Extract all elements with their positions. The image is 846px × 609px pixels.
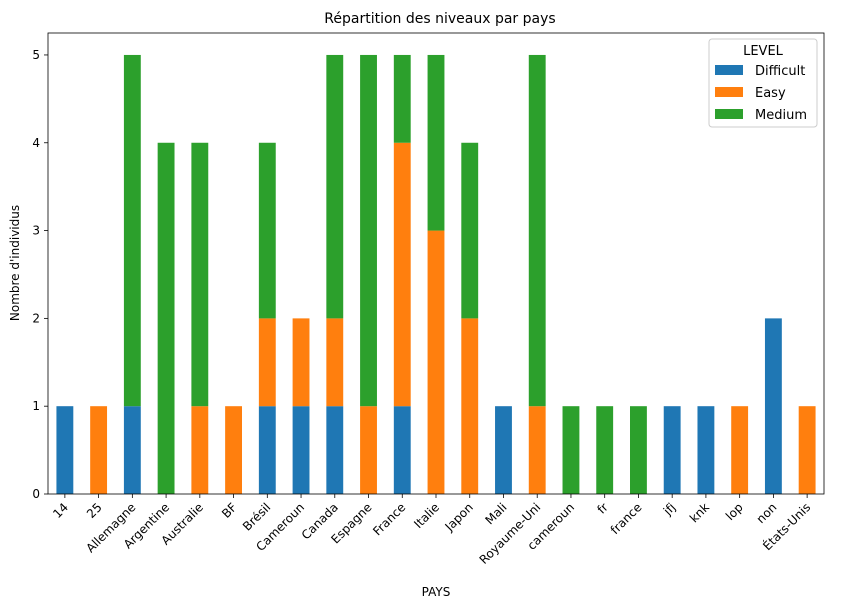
- bar-medium: [123, 54, 141, 407]
- x-tick-label: Mali: [482, 500, 509, 527]
- x-tick-label: France: [370, 500, 408, 538]
- y-tick-label: 4: [32, 136, 40, 150]
- x-tick-label: lop: [723, 500, 746, 523]
- x-tick-label: france: [608, 500, 645, 537]
- x-tick-label: BF: [219, 500, 240, 521]
- bar-easy: [225, 406, 242, 494]
- legend-label: Medium: [755, 108, 807, 123]
- bar-difficult: [495, 406, 512, 494]
- y-tick-label: 0: [32, 487, 40, 501]
- bar-easy: [360, 406, 377, 494]
- legend-swatch: [715, 65, 743, 75]
- bar-difficult: [258, 406, 276, 494]
- bar-medium: [258, 142, 276, 319]
- legend-swatch: [715, 109, 743, 119]
- legend: LEVEL Difficult Easy Medium: [708, 38, 818, 128]
- x-axis-label: PAYS: [422, 585, 451, 599]
- bar-difficult: [326, 406, 344, 494]
- bar-medium: [596, 406, 614, 494]
- x-tick-label: fr: [594, 500, 610, 516]
- bar-easy: [427, 230, 445, 495]
- chart-title: Répartition des niveaux par pays: [324, 11, 555, 27]
- y-tick-label: 1: [32, 399, 40, 413]
- bars-layer: [56, 54, 816, 495]
- legend-swatch: [715, 87, 743, 97]
- bar-medium: [360, 54, 377, 407]
- bar-easy: [90, 406, 108, 494]
- x-tick-label: Japon: [442, 500, 476, 534]
- bar-easy: [528, 406, 546, 494]
- bar-difficult: [393, 406, 411, 494]
- bar-difficult: [56, 406, 74, 494]
- x-tick-label: knk: [687, 500, 712, 525]
- bar-easy: [191, 406, 209, 494]
- bar-easy: [461, 318, 479, 494]
- bar-medium: [630, 406, 647, 494]
- bar-easy: [326, 318, 344, 407]
- bar-medium: [528, 54, 546, 407]
- bar-difficult: [764, 318, 782, 494]
- bar-medium: [562, 406, 580, 494]
- bar-easy: [731, 406, 749, 494]
- x-tick-label: 14: [50, 500, 71, 521]
- y-axis-ticks: 0 1 2 3 4 5: [32, 48, 48, 501]
- legend-title: LEVEL: [743, 44, 784, 59]
- bar-medium: [461, 142, 479, 319]
- y-tick-label: 5: [32, 48, 40, 62]
- x-tick-label: non: [754, 500, 780, 526]
- bar-medium: [191, 142, 209, 407]
- legend-label: Difficult: [755, 64, 805, 79]
- bar-easy: [393, 142, 411, 407]
- bar-medium: [326, 54, 344, 319]
- bar-difficult: [123, 406, 141, 494]
- y-tick-label: 2: [32, 311, 40, 325]
- y-tick-label: 3: [32, 224, 40, 238]
- bar-easy: [258, 318, 276, 407]
- bar-easy: [292, 318, 310, 407]
- bar-medium: [393, 54, 411, 143]
- x-tick-label: Italie: [411, 500, 442, 531]
- bar-difficult: [292, 406, 310, 494]
- bar-medium: [427, 54, 445, 231]
- bar-easy: [798, 406, 816, 494]
- x-tick-label: jfj: [660, 500, 678, 518]
- bar-difficult: [697, 406, 715, 494]
- x-tick-label: 25: [84, 500, 105, 521]
- y-axis-label: Nombre d'individus: [8, 205, 22, 321]
- legend-box: [708, 38, 818, 128]
- bar-difficult: [663, 406, 681, 494]
- bar-medium: [157, 142, 175, 494]
- legend-label: Easy: [755, 86, 786, 101]
